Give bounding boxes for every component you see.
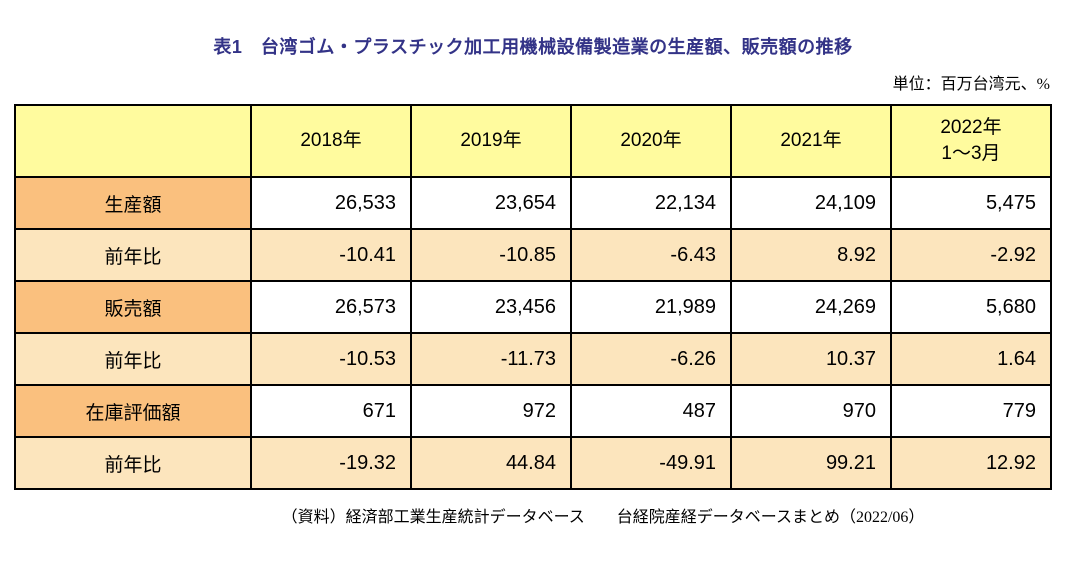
row-sales-yoy: 前年比 -10.53 -11.73 -6.26 10.37 1.64 xyxy=(14,332,1052,386)
cell-value: 26,533 xyxy=(250,176,412,230)
cell-value: -2.92 xyxy=(890,228,1052,282)
row-label: 前年比 xyxy=(14,228,252,282)
cell-value: -10.85 xyxy=(410,228,572,282)
cell-value: 12.92 xyxy=(890,436,1052,490)
cell-value: 23,654 xyxy=(410,176,572,230)
cell-value: 5,680 xyxy=(890,280,1052,334)
table-title: 表1 台湾ゴム・プラスチック加工用機械設備製造業の生産額、販売額の推移 xyxy=(213,37,853,57)
col-header-2022-q1: 2022年 1〜3月 xyxy=(890,104,1052,178)
cell-value: 970 xyxy=(730,384,892,438)
cell-value: 972 xyxy=(410,384,572,438)
cell-value: 1.64 xyxy=(890,332,1052,386)
col-header-2021: 2021年 xyxy=(730,104,892,178)
statistics-table: 2018年 2019年 2020年 2021年 2022年 1〜3月 生産額 2… xyxy=(14,104,1052,490)
cell-value: -6.26 xyxy=(570,332,732,386)
col-header-2019: 2019年 xyxy=(410,104,572,178)
cell-value: 22,134 xyxy=(570,176,732,230)
row-sales-value: 販売額 26,573 23,456 21,989 24,269 5,680 xyxy=(14,280,1052,334)
cell-value: -49.91 xyxy=(570,436,732,490)
cell-value: -10.53 xyxy=(250,332,412,386)
document-page: 表1 台湾ゴム・プラスチック加工用機械設備製造業の生産額、販売額の推移 単位：百… xyxy=(14,37,1052,526)
row-label: 販売額 xyxy=(14,280,252,334)
col-header-2020: 2020年 xyxy=(570,104,732,178)
row-production-yoy: 前年比 -10.41 -10.85 -6.43 8.92 -2.92 xyxy=(14,228,1052,282)
row-label: 在庫評価額 xyxy=(14,384,252,438)
cell-value: 23,456 xyxy=(410,280,572,334)
cell-value: 10.37 xyxy=(730,332,892,386)
cell-value: 8.92 xyxy=(730,228,892,282)
row-production-value: 生産額 26,533 23,654 22,134 24,109 5,475 xyxy=(14,176,1052,230)
header-row: 2018年 2019年 2020年 2021年 2022年 1〜3月 xyxy=(14,104,1052,178)
cell-value: 671 xyxy=(250,384,412,438)
col-header-2018: 2018年 xyxy=(250,104,412,178)
row-label: 生産額 xyxy=(14,176,252,230)
cell-value: 24,269 xyxy=(730,280,892,334)
cell-value: -6.43 xyxy=(570,228,732,282)
cell-value: 99.21 xyxy=(730,436,892,490)
row-inventory-value: 在庫評価額 671 972 487 970 779 xyxy=(14,384,1052,438)
cell-value: 21,989 xyxy=(570,280,732,334)
corner-cell xyxy=(14,104,252,178)
cell-value: 487 xyxy=(570,384,732,438)
cell-value: 779 xyxy=(890,384,1052,438)
cell-value: 24,109 xyxy=(730,176,892,230)
cell-value: 5,475 xyxy=(890,176,1052,230)
row-inventory-yoy: 前年比 -19.32 44.84 -49.91 99.21 12.92 xyxy=(14,436,1052,490)
row-label: 前年比 xyxy=(14,436,252,490)
row-label: 前年比 xyxy=(14,332,252,386)
cell-value: -11.73 xyxy=(410,332,572,386)
source-note: （資料）経済部工業生産統計データベース 台経院産経データベースまとめ（2022/… xyxy=(281,509,925,526)
cell-value: 44.84 xyxy=(410,436,572,490)
unit-note: 単位：百万台湾元、% xyxy=(892,76,1050,93)
cell-value: 26,573 xyxy=(250,280,412,334)
cell-value: -10.41 xyxy=(250,228,412,282)
cell-value: -19.32 xyxy=(250,436,412,490)
